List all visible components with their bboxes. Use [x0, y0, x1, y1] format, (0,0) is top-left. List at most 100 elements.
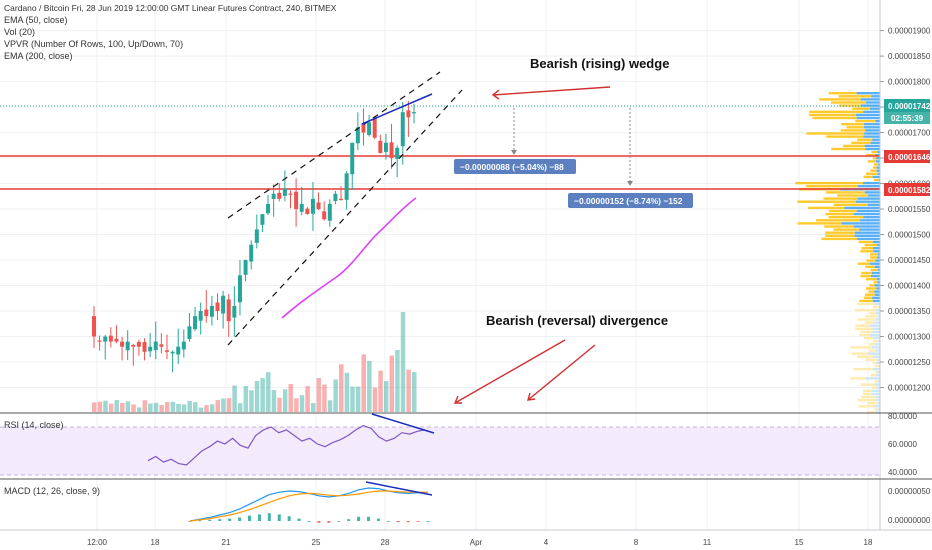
- vpvr-bar-down: [864, 191, 880, 194]
- vpvr-bar-up: [860, 383, 875, 386]
- vpvr-bar-down: [862, 181, 880, 185]
- vpvr-bar-up: [855, 119, 876, 123]
- volume-bar: [305, 386, 310, 412]
- time-axis[interactable]: 12:00 18 21 25 28 Apr 4 8 11 15 18: [87, 538, 873, 547]
- measure-text-1: −0.00000088 (−5.04%) −88: [460, 162, 564, 172]
- vpvr-bar-up: [863, 175, 873, 179]
- indicator-ema50[interactable]: EMA (50, close): [4, 15, 68, 25]
- volume-bar: [215, 400, 221, 412]
- vpvr-bar-down: [872, 240, 880, 244]
- vpvr-bar-up: [869, 284, 875, 287]
- vpvr-bar-down: [844, 206, 880, 210]
- candle-body: [198, 311, 203, 321]
- vpvr-bar-up: [821, 237, 858, 241]
- rsi-tick-label: 40.0000: [888, 468, 917, 477]
- candle-body: [232, 305, 237, 318]
- vpvr-bar-down: [860, 98, 880, 101]
- vpvr-bar-up: [870, 374, 877, 377]
- volume-bar: [198, 407, 204, 412]
- candle-body: [378, 140, 383, 153]
- vpvr-bar-down: [877, 408, 880, 411]
- vpvr-bar-down: [875, 395, 880, 399]
- candle-body: [142, 342, 147, 352]
- volume-bar: [136, 407, 142, 412]
- macd-hist-bar: [416, 521, 420, 522]
- vpvr-bar-down: [877, 371, 880, 374]
- rsi-tick-label: 80.0000: [888, 412, 917, 421]
- vpvr-bar-up: [861, 247, 874, 250]
- vpvr-bar-down: [874, 290, 880, 293]
- vpvr-bar-down: [876, 398, 880, 402]
- vpvr-bar-down: [870, 274, 880, 278]
- rsi-pane-label[interactable]: RSI (14, close): [4, 420, 64, 430]
- vpvr-bar-down: [865, 147, 880, 151]
- vpvr-bar-up: [873, 178, 879, 182]
- vpvr-bar-up: [858, 405, 875, 408]
- macd-hist-bar: [357, 516, 361, 521]
- vpvr-bar-up: [825, 212, 854, 216]
- vpvr-bar-down: [868, 352, 880, 355]
- vpvr-bar-down: [875, 349, 880, 352]
- indicator-ema200[interactable]: EMA (200, close): [4, 51, 73, 61]
- vpvr-bar-up: [795, 181, 863, 185]
- vpvr-bar-up: [869, 312, 876, 315]
- vpvr-bar-up: [866, 259, 876, 262]
- candle-body: [103, 336, 108, 342]
- volume-bar: [327, 400, 333, 412]
- vpvr-bar-down: [871, 392, 880, 396]
- vpvr-bar-down: [872, 330, 880, 334]
- price-tick-label: 0.00001500: [888, 231, 931, 240]
- vpvr-bar-down: [874, 336, 880, 340]
- price-axis[interactable]: 0.000019000.000018500.000018000.00001750…: [880, 27, 931, 393]
- volume-bar: [204, 405, 209, 412]
- vpvr-bar-up: [865, 278, 877, 281]
- macd-divergence-line: [365, 481, 433, 496]
- volume-bar: [209, 404, 215, 412]
- vpvr-bar-up: [825, 231, 855, 234]
- macd-hist-bar: [198, 520, 202, 522]
- vpvr-bar-down: [877, 380, 880, 383]
- volume-bars: [92, 312, 417, 412]
- candle-body: [316, 202, 321, 210]
- candle-body: [271, 193, 276, 199]
- macd-tick-label: 0.00000000: [888, 516, 931, 525]
- candle-body: [310, 198, 315, 214]
- candle-body: [215, 302, 220, 312]
- vpvr-bar-down: [876, 166, 880, 169]
- time-tick-label: 28: [381, 538, 390, 547]
- vpvr-bar-up: [872, 166, 877, 169]
- candle-body: [327, 203, 332, 221]
- time-tick-label: 21: [222, 538, 231, 547]
- vpvr-bar-down: [876, 386, 880, 389]
- macd-hist-bar: [248, 515, 251, 521]
- vpvr-bar-up: [863, 389, 873, 392]
- indicator-vpvr[interactable]: VPVR (Number Of Rows, 100, Up/Down, 70): [4, 39, 184, 49]
- annotation-arrows: [453, 86, 611, 404]
- volume-bar: [114, 400, 119, 412]
- vpvr-bar-up: [855, 324, 870, 327]
- volume-bar: [372, 387, 378, 412]
- volume-bar: [187, 400, 192, 412]
- level-2-text: 0.00001582: [888, 186, 931, 195]
- indicator-vol[interactable]: Vol (20): [4, 27, 36, 37]
- time-tick-label: 18: [864, 538, 873, 547]
- vpvr-bar-down: [878, 163, 880, 166]
- macd-hist-bar: [327, 521, 331, 523]
- vpvr-bar-down: [874, 302, 880, 306]
- vpvr-bar-down: [859, 219, 880, 222]
- macd-hist-bar: [297, 518, 301, 521]
- volume-bar: [97, 401, 103, 412]
- macd-pane-label[interactable]: MACD (12, 26, close, 9): [4, 486, 101, 496]
- vpvr-bar-up: [812, 116, 857, 120]
- macd-hist-bar: [228, 518, 232, 521]
- volume-bar: [108, 403, 114, 412]
- macd-hist-bar: [396, 521, 400, 523]
- candle-body: [260, 214, 265, 225]
- vpvr-bar-down: [865, 129, 880, 132]
- vpvr-bar-down: [841, 222, 880, 225]
- vpvr-bar-down: [856, 209, 880, 213]
- vpvr-bar-down: [873, 247, 880, 250]
- vpvr-bar-down: [864, 132, 880, 135]
- wedge-upper-line: [227, 71, 441, 219]
